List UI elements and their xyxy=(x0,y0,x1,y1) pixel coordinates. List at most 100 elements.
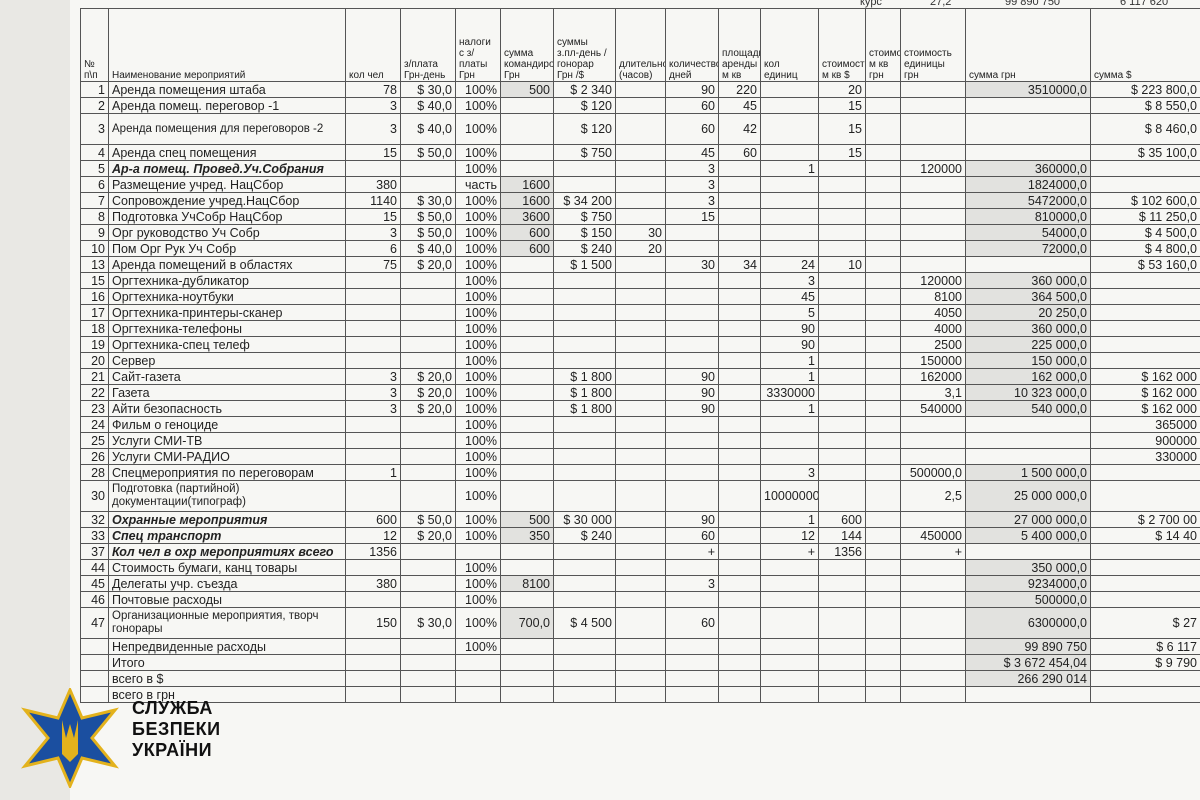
cell xyxy=(400,559,456,576)
cell xyxy=(1090,288,1200,305)
table-row: 16 Оргтехника-ноутбуки 100% 45 8100 364 500,0 xyxy=(80,288,1200,305)
cell: $ 50,0 xyxy=(400,511,456,528)
cell xyxy=(865,192,901,209)
cell xyxy=(965,432,1091,449)
cell: $ 223 800,0 xyxy=(1090,81,1200,98)
cell xyxy=(615,97,666,114)
cell xyxy=(865,432,901,449)
cell: + xyxy=(900,543,966,560)
cell: 330000 xyxy=(1090,448,1200,465)
table-row: 47 Организационные мероприятия, творч гон… xyxy=(80,607,1200,639)
cell: $ 50,0 xyxy=(400,208,456,225)
rate: 27,2 xyxy=(930,0,952,8)
cell xyxy=(865,113,901,145)
cell: 100% xyxy=(455,97,501,114)
cell: $ 8 460,0 xyxy=(1090,113,1200,145)
cell: 810000,0 xyxy=(965,208,1091,225)
cell: 21 xyxy=(80,368,109,385)
cell xyxy=(718,368,761,385)
cell xyxy=(500,654,554,671)
cell xyxy=(818,384,866,401)
table-row: 26 Услуги СМИ-РАДИО 100% 330000 xyxy=(80,448,1200,465)
cell xyxy=(718,575,761,592)
cell xyxy=(760,144,819,161)
cell xyxy=(818,224,866,241)
cell: 19 xyxy=(80,336,109,353)
cell xyxy=(665,336,719,353)
cell xyxy=(615,368,666,385)
cell xyxy=(718,654,761,671)
table-row: 19 Оргтехника-спец телеф 100% 90 2500 225 000… xyxy=(80,336,1200,353)
item-name: Оргтехника-дубликатор xyxy=(108,272,346,289)
cell: 540 000,0 xyxy=(965,400,1091,417)
cell xyxy=(345,559,401,576)
cell xyxy=(818,272,866,289)
cell xyxy=(1090,575,1200,592)
cell xyxy=(718,416,761,433)
cell xyxy=(965,543,1091,560)
cell: 700,0 xyxy=(500,607,554,639)
cell xyxy=(900,144,966,161)
cell xyxy=(665,432,719,449)
cell: 45 xyxy=(665,144,719,161)
cell xyxy=(865,638,901,655)
cell: 10000000 xyxy=(760,480,819,512)
cell xyxy=(818,160,866,177)
cell xyxy=(818,368,866,385)
cell xyxy=(718,336,761,353)
cell xyxy=(865,416,901,433)
cell: 3,1 xyxy=(900,384,966,401)
cell xyxy=(718,304,761,321)
cell xyxy=(345,288,401,305)
cell: 5 xyxy=(760,304,819,321)
cell: 44 xyxy=(80,559,109,576)
budget-table: № п\п Наименование мероприятий кол чел з/пл… xyxy=(80,8,1200,703)
cell xyxy=(718,559,761,576)
cell xyxy=(760,654,819,671)
cell: 90 xyxy=(760,336,819,353)
cell: $ 162 000 xyxy=(1090,368,1200,385)
cell xyxy=(865,527,901,544)
cell xyxy=(718,670,761,687)
cell xyxy=(615,81,666,98)
cell: 90 xyxy=(665,400,719,417)
cell xyxy=(1090,272,1200,289)
cell xyxy=(718,607,761,639)
top-strip: курс 27,2 99 890 750 6 117 620 xyxy=(80,0,1200,8)
cell xyxy=(553,176,616,193)
cell: 10 xyxy=(80,240,109,257)
cell xyxy=(865,480,901,512)
column-header: площадь аренды м кв xyxy=(718,8,761,82)
rate-label: курс xyxy=(860,0,882,8)
cell xyxy=(718,224,761,241)
cell: 18 xyxy=(80,320,109,337)
cell: $ 30,0 xyxy=(400,192,456,209)
cell xyxy=(615,288,666,305)
cell xyxy=(345,352,401,369)
cell: 3 xyxy=(80,113,109,145)
cell xyxy=(818,654,866,671)
cell: 60 xyxy=(665,113,719,145)
cell xyxy=(345,591,401,608)
cell: $ 4 500,0 xyxy=(1090,224,1200,241)
cell: 16 xyxy=(80,288,109,305)
item-name: Делегаты учр. съезда xyxy=(108,575,346,592)
cell xyxy=(865,240,901,257)
cell: 8100 xyxy=(500,575,554,592)
cell xyxy=(345,670,401,687)
cell xyxy=(345,416,401,433)
cell xyxy=(553,543,616,560)
total-grn: 99 890 750 xyxy=(1005,0,1061,8)
table-row: 9 Орг руководство Уч Собр 3 $ 50,0 100% 600 $ … xyxy=(80,224,1200,241)
cell xyxy=(500,304,554,321)
cell: 150 000,0 xyxy=(965,352,1091,369)
cell: 3 xyxy=(760,272,819,289)
cell xyxy=(900,575,966,592)
cell xyxy=(553,336,616,353)
cell xyxy=(500,113,554,145)
cell xyxy=(1090,543,1200,560)
item-name: всего в $ xyxy=(108,670,346,687)
item-name: Спецмероприятия по переговорам xyxy=(108,464,346,481)
cell xyxy=(818,686,866,703)
cell: 1356 xyxy=(818,543,866,560)
